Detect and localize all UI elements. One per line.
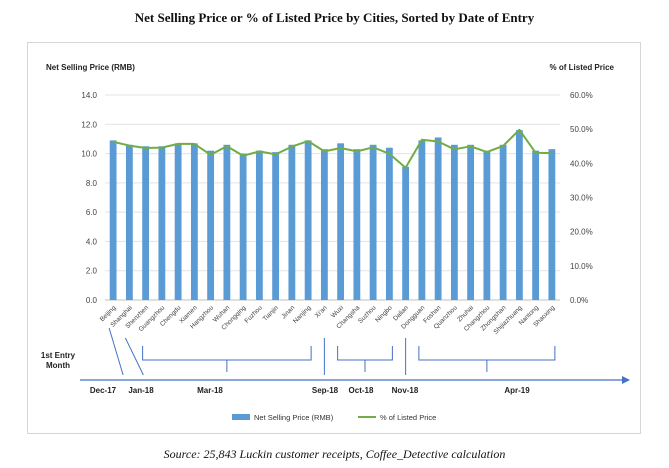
bar-nantong bbox=[532, 150, 540, 300]
bar-suzhou bbox=[369, 144, 377, 300]
y-tick-label: 14.0 bbox=[81, 91, 97, 100]
timeline-label: 1st Entry bbox=[41, 351, 76, 360]
y-axis-label: Net Selling Price (RMB) bbox=[46, 63, 135, 72]
timeline-arrow-icon bbox=[622, 376, 630, 384]
bar-chengdu bbox=[174, 143, 182, 300]
y2-tick-label: 10.0% bbox=[570, 262, 593, 271]
x-tick-label: Ningbo bbox=[374, 304, 394, 324]
grid-lines bbox=[105, 94, 560, 301]
bar-zhongshan bbox=[499, 144, 507, 300]
bar-hangzhou bbox=[207, 150, 215, 300]
bar-xian bbox=[320, 149, 328, 300]
x-tick-label: Fuzhou bbox=[244, 304, 265, 325]
y-axis-right: 0.0% 10.0% 20.0% 30.0% 40.0% 50.0% 60.0% bbox=[570, 91, 593, 305]
legend-label: % of Listed Price bbox=[380, 413, 436, 422]
timeline-month-label: Mar-18 bbox=[197, 386, 223, 395]
y-tick-label: 6.0 bbox=[86, 208, 98, 217]
bar-guangzhou bbox=[158, 146, 166, 300]
y-tick-label: 8.0 bbox=[86, 179, 98, 188]
bar-ningbo bbox=[385, 147, 393, 300]
x-tick-label: Xi'an bbox=[314, 304, 329, 319]
bar-quanzhou bbox=[450, 144, 458, 300]
x-tick-label: Tianjin bbox=[262, 304, 281, 323]
timeline-bracket bbox=[337, 346, 393, 372]
source-note: Source: 25,843 Luckin customer receipts,… bbox=[163, 447, 506, 461]
bar-shijiazhuang bbox=[515, 130, 523, 300]
timeline-connector bbox=[124, 337, 144, 376]
line-series-path bbox=[112, 128, 552, 169]
bar-fuzhou bbox=[255, 150, 263, 300]
y-axis-left: 0.0 2.0 4.0 6.0 8.0 10.0 12.0 14.0 bbox=[81, 91, 97, 305]
bar-shenzhen bbox=[142, 146, 150, 300]
y2-tick-label: 0.0% bbox=[570, 296, 588, 305]
bar-shaoxing bbox=[548, 149, 556, 300]
y2-tick-label: 20.0% bbox=[570, 228, 593, 237]
bar-dongguan bbox=[418, 140, 426, 300]
timeline-month-label: Jan-18 bbox=[128, 386, 154, 395]
legend-swatch-bar bbox=[232, 414, 250, 420]
x-tick-label: Nanjing bbox=[292, 304, 313, 325]
timeline-month-label: Sep-18 bbox=[312, 386, 339, 395]
y2-tick-label: 30.0% bbox=[570, 194, 593, 203]
bar-beijing bbox=[109, 140, 117, 300]
bar-wuxi bbox=[337, 143, 345, 300]
bar-changsha bbox=[353, 149, 361, 300]
y-tick-label: 2.0 bbox=[86, 267, 98, 276]
x-tick-label: Suzhou bbox=[357, 304, 378, 325]
timeline-label: Month bbox=[46, 361, 70, 370]
timeline-month-label: Oct-18 bbox=[349, 386, 374, 395]
bar-foshan bbox=[434, 137, 442, 300]
y2-tick-label: 40.0% bbox=[570, 159, 593, 168]
y-tick-label: 10.0 bbox=[81, 150, 97, 159]
y2-tick-label: 50.0% bbox=[570, 125, 593, 134]
chart-panel bbox=[27, 42, 641, 434]
timeline-bracket bbox=[418, 346, 556, 372]
bar-changzhou bbox=[483, 150, 491, 300]
bar-jinan bbox=[288, 144, 296, 300]
y-tick-label: 12.0 bbox=[81, 120, 97, 129]
timeline-bracket bbox=[142, 346, 312, 372]
bar-tianjin bbox=[272, 152, 280, 300]
legend: Net Selling Price (RMB) % of Listed Price bbox=[232, 413, 436, 422]
y-tick-label: 4.0 bbox=[86, 237, 98, 246]
timeline-month-label: Dec-17 bbox=[90, 386, 117, 395]
timeline-month-label: Nov-18 bbox=[392, 386, 419, 395]
bar-xiamen bbox=[190, 143, 198, 300]
y-tick-label: 0.0 bbox=[86, 296, 98, 305]
line-series bbox=[112, 128, 552, 169]
chart-title: Net Selling Price or % of Listed Price b… bbox=[134, 10, 535, 25]
bar-wuhan bbox=[223, 144, 231, 300]
bar-zhuhai bbox=[467, 144, 475, 300]
timeline-connector bbox=[108, 327, 124, 376]
timeline-month-label: Apr-19 bbox=[504, 386, 530, 395]
bar-chongqing bbox=[239, 153, 247, 300]
bar-dalian bbox=[402, 166, 410, 300]
y2-axis-label: % of Listed Price bbox=[550, 63, 615, 72]
bar-shanghai bbox=[125, 144, 133, 300]
x-axis: BeijingShanghaiShenzhenGuangzhouChengduX… bbox=[99, 304, 557, 336]
bar-series bbox=[109, 130, 556, 300]
y2-tick-label: 60.0% bbox=[570, 91, 593, 100]
legend-label: Net Selling Price (RMB) bbox=[254, 413, 334, 422]
bar-nanjing bbox=[304, 140, 312, 300]
